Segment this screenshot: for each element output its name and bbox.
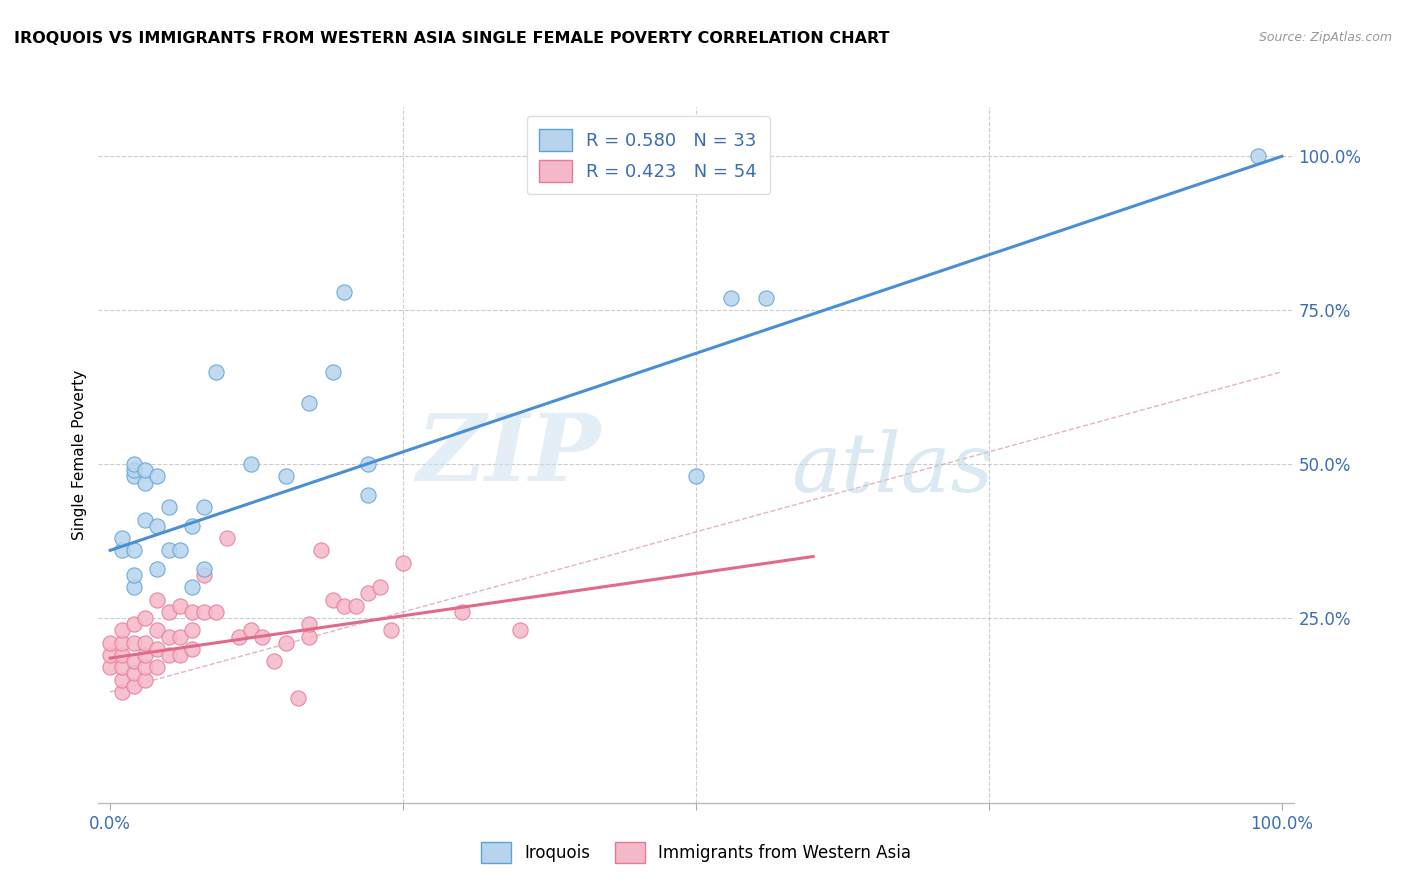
Point [146, 592, 169, 607]
Point [122, 654, 145, 668]
Point [204, 605, 226, 619]
Point [111, 673, 134, 687]
Point [755, 291, 778, 305]
Point [122, 666, 145, 681]
Point [122, 679, 145, 693]
Point [309, 543, 332, 558]
Point [193, 605, 215, 619]
Point [357, 488, 380, 502]
Point [181, 580, 204, 594]
Point [181, 641, 204, 656]
Point [122, 617, 145, 632]
Point [111, 636, 134, 650]
Point [134, 512, 156, 526]
Point [122, 568, 145, 582]
Point [181, 605, 204, 619]
Point [509, 624, 531, 638]
Point [146, 469, 169, 483]
Point [333, 285, 356, 299]
Point [98, 648, 121, 662]
Point [134, 648, 156, 662]
Point [134, 463, 156, 477]
Point [111, 543, 134, 558]
Point [111, 648, 134, 662]
Point [193, 500, 215, 515]
Point [134, 673, 156, 687]
Point [217, 531, 239, 545]
Point [228, 630, 250, 644]
Point [146, 624, 169, 638]
Point [134, 475, 156, 490]
Point [181, 624, 204, 638]
Point [146, 562, 169, 576]
Point [122, 469, 145, 483]
Point [122, 580, 145, 594]
Point [169, 648, 191, 662]
Point [357, 586, 380, 600]
Point [169, 543, 191, 558]
Point [111, 624, 134, 638]
Point [122, 457, 145, 471]
Point [298, 630, 321, 644]
Point [193, 568, 215, 582]
Point [380, 624, 402, 638]
Point [333, 599, 356, 613]
Point [134, 636, 156, 650]
Point [181, 518, 204, 533]
Point [98, 636, 121, 650]
Point [157, 543, 180, 558]
Point [146, 518, 169, 533]
Point [193, 562, 215, 576]
Point [157, 500, 180, 515]
Point [252, 630, 274, 644]
Point [204, 365, 226, 379]
Point [111, 531, 134, 545]
Point [274, 469, 297, 483]
Point [263, 654, 285, 668]
Point [169, 599, 191, 613]
Point [122, 543, 145, 558]
Point [357, 457, 380, 471]
Point [111, 685, 134, 699]
Legend: Iroquois, Immigrants from Western Asia: Iroquois, Immigrants from Western Asia [472, 834, 920, 871]
Text: atlas: atlas [792, 429, 994, 508]
Y-axis label: Single Female Poverty: Single Female Poverty [72, 370, 87, 540]
Point [157, 630, 180, 644]
Point [322, 365, 344, 379]
Point [239, 457, 262, 471]
Point [392, 556, 415, 570]
Text: Source: ZipAtlas.com: Source: ZipAtlas.com [1258, 31, 1392, 45]
Point [1247, 149, 1270, 163]
Text: ZIP: ZIP [416, 410, 600, 500]
Point [134, 611, 156, 625]
Point [298, 617, 321, 632]
Point [450, 605, 472, 619]
Point [98, 660, 121, 674]
Point [111, 660, 134, 674]
Point [169, 630, 191, 644]
Point [122, 636, 145, 650]
Point [287, 691, 309, 706]
Point [322, 592, 344, 607]
Point [274, 636, 297, 650]
Point [122, 463, 145, 477]
Text: IROQUOIS VS IMMIGRANTS FROM WESTERN ASIA SINGLE FEMALE POVERTY CORRELATION CHART: IROQUOIS VS IMMIGRANTS FROM WESTERN ASIA… [14, 31, 890, 46]
Point [146, 641, 169, 656]
Point [239, 624, 262, 638]
Point [344, 599, 367, 613]
Point [134, 660, 156, 674]
Point [720, 291, 742, 305]
Point [368, 580, 391, 594]
Point [146, 660, 169, 674]
Point [685, 469, 707, 483]
Point [298, 395, 321, 409]
Point [157, 648, 180, 662]
Point [157, 605, 180, 619]
